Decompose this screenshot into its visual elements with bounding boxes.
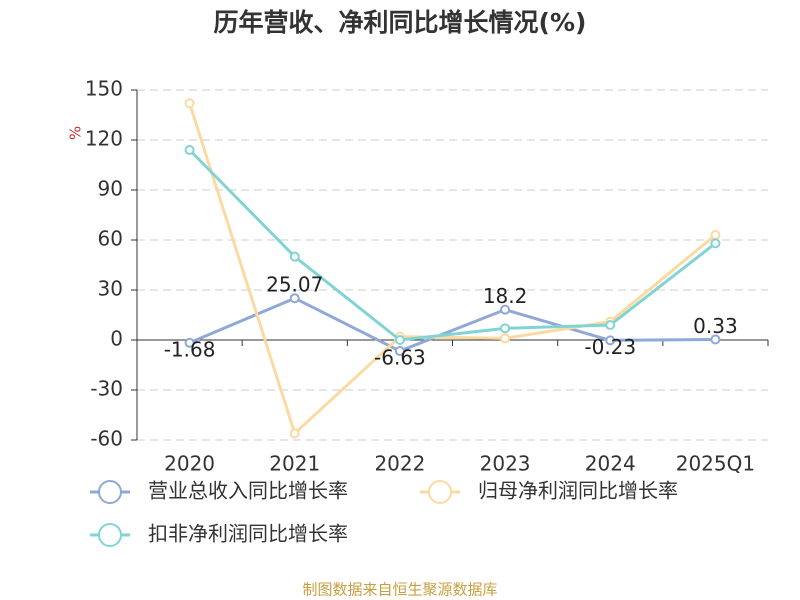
y-tick-label: -60 <box>90 427 123 451</box>
point <box>394 335 405 345</box>
data-label: -0.23 <box>584 335 636 359</box>
legend-label: 归母净利润同比增长率 <box>478 479 678 503</box>
series-line <box>188 148 717 342</box>
y-tick-label: 150 <box>85 77 123 101</box>
source-note: 制图数据来自恒生聚源数据库 <box>302 581 497 599</box>
data-label: -1.68 <box>164 337 216 361</box>
point <box>184 145 195 155</box>
data-label: -6.63 <box>374 346 426 370</box>
series-line <box>188 102 717 437</box>
y-tick-label: 60 <box>98 227 123 251</box>
x-tick-label: 2023 <box>480 452 531 476</box>
chart-title: 历年营收、净利同比增长情况(%) <box>214 8 587 37</box>
point <box>184 98 195 109</box>
point <box>500 323 511 334</box>
x-tick-label: 2022 <box>374 452 425 476</box>
point <box>710 334 721 345</box>
x-tick-label: 2025Q1 <box>676 452 755 476</box>
legend-label: 营业总收入同比增长率 <box>148 479 348 503</box>
y-tick-label: -30 <box>90 377 123 401</box>
x-tick-label: 2020 <box>164 452 215 476</box>
point <box>289 428 300 439</box>
point <box>500 333 511 344</box>
y-tick-label: 120 <box>85 127 123 151</box>
point <box>289 251 300 262</box>
x-tick-label: 2024 <box>585 452 636 476</box>
legend-marker <box>98 480 122 504</box>
series-line <box>188 296 716 353</box>
point <box>710 238 721 249</box>
point <box>184 337 195 348</box>
data-label: 25.07 <box>266 273 323 297</box>
legend-marker <box>98 523 122 547</box>
point <box>289 293 300 304</box>
point <box>605 335 616 346</box>
x-tick-label: 2021 <box>269 452 320 476</box>
y-tick-label: 0 <box>110 327 123 351</box>
point <box>710 230 721 240</box>
point <box>500 304 511 315</box>
legend-label: 扣非净利润同比增长率 <box>148 522 348 546</box>
point <box>394 346 405 357</box>
y-tick-label: 90 <box>98 177 123 201</box>
y-tick-label: 30 <box>98 277 123 301</box>
y-axis-label: % <box>67 126 85 140</box>
data-label: 0.33 <box>693 314 738 338</box>
legend-marker <box>428 480 452 504</box>
data-label: 18.2 <box>483 284 528 308</box>
point <box>605 320 616 330</box>
